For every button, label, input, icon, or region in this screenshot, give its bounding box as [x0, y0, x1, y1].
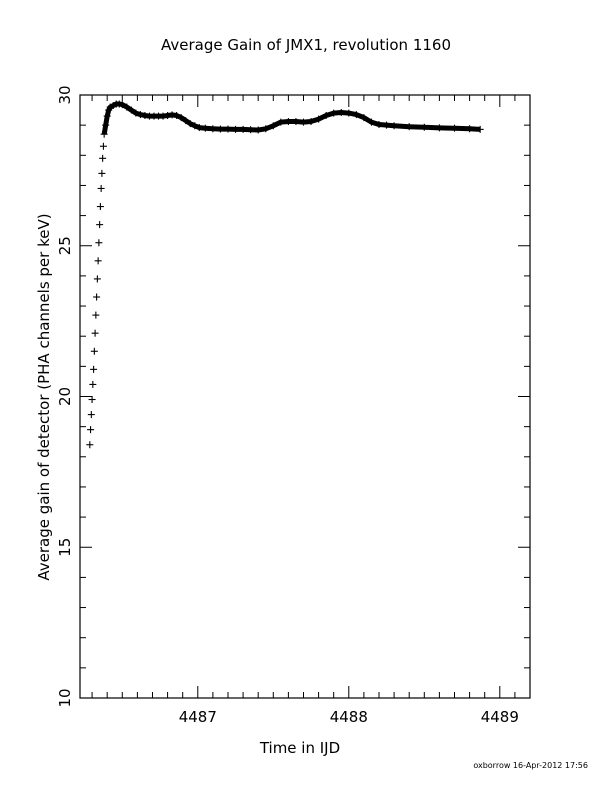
y-tick-label: 25	[56, 236, 74, 255]
x-tick-label: 4488	[330, 708, 368, 726]
data-point	[91, 329, 99, 337]
data-point	[90, 347, 98, 355]
data-point	[88, 396, 96, 404]
x-tick-label: 4489	[481, 708, 519, 726]
plot-frame	[79, 94, 531, 699]
data-point	[94, 257, 102, 265]
x-axis-label: Time in IJD	[259, 739, 341, 757]
y-tick-label: 10	[56, 688, 74, 707]
axis-tick-labels: 10 15 20 25 30 4487 4488 4489	[56, 85, 519, 726]
data-point	[96, 203, 104, 211]
data-point	[89, 380, 97, 388]
data-point	[86, 441, 94, 449]
data-point	[99, 154, 107, 162]
y-tick-label: 20	[56, 387, 74, 406]
data-point	[97, 184, 105, 192]
data-point	[87, 426, 95, 434]
data-point	[98, 169, 106, 177]
data-point	[87, 411, 95, 419]
data-point	[93, 293, 101, 301]
series-trace	[101, 101, 481, 135]
data-point	[95, 239, 103, 247]
footer-stamp: oxborrow 16-Apr-2012 17:56	[473, 761, 588, 770]
y-tick-label: 15	[56, 538, 74, 557]
x-tick-label: 4487	[179, 708, 217, 726]
data-point	[92, 311, 100, 319]
data-point	[96, 221, 104, 229]
y-tick-label: 30	[56, 85, 74, 104]
data-point	[93, 275, 101, 283]
data-point	[99, 142, 107, 150]
chart-title: Average Gain of JMX1, revolution 1160	[160, 36, 452, 54]
data-points	[86, 100, 484, 449]
data-point	[90, 365, 98, 373]
axis-ticks	[80, 94, 531, 699]
